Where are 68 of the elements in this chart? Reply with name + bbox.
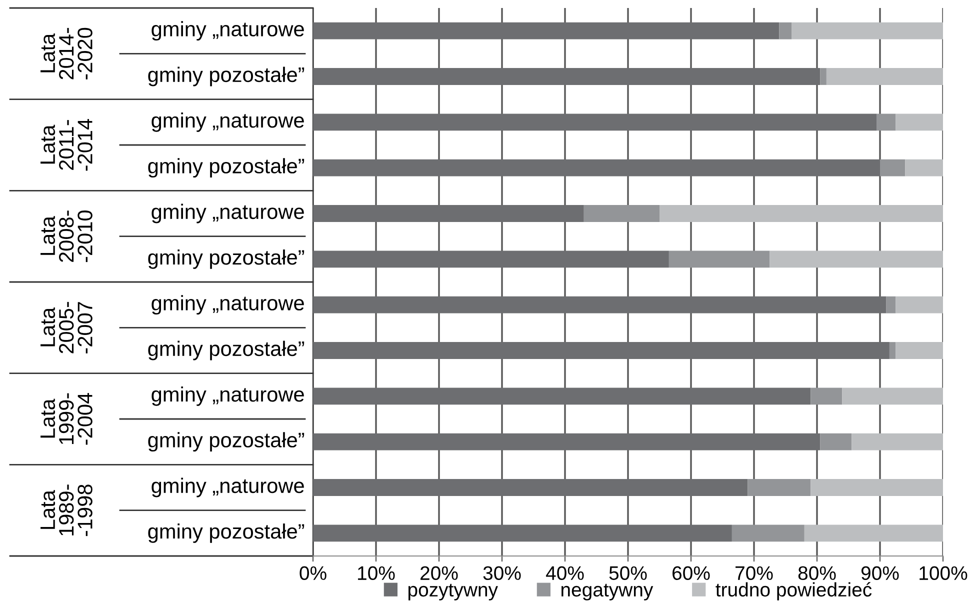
x-tick-label: 20% [420, 566, 458, 580]
bar [876, 114, 896, 131]
x-tick-label: 90% [861, 566, 899, 580]
bar [313, 388, 811, 405]
x-tick-label: 30% [483, 566, 521, 580]
bar [313, 22, 780, 40]
legend-label: trudno powiedzieć [716, 582, 872, 600]
bar [826, 68, 943, 85]
text: Lata 2008- -2010 [40, 210, 92, 262]
bar [313, 205, 584, 222]
y-tick-label: gminy pozostałe” [148, 340, 304, 360]
bar [792, 22, 943, 40]
y-tick-label: gminy „naturowe [152, 204, 304, 224]
bar [748, 479, 811, 496]
x-tick-label: 80% [798, 566, 836, 580]
bar [905, 159, 943, 176]
bar [732, 524, 804, 542]
text: Lata 2014- -2020 [40, 28, 92, 80]
y-tick-label: gminy „naturowe [152, 478, 304, 498]
text: Lata 1999- -2004 [40, 392, 92, 445]
bar [810, 388, 842, 405]
legend-label: pozytywny [408, 584, 498, 600]
bar [313, 250, 669, 268]
bar [820, 68, 826, 85]
bar [313, 296, 886, 314]
bar [313, 433, 820, 450]
bar [889, 342, 896, 359]
y-tick-label: gminy „naturowe [152, 386, 304, 406]
x-tick-label: 10% [358, 566, 395, 580]
bar [820, 433, 852, 450]
bar [896, 342, 943, 359]
bar [770, 250, 943, 268]
bar [804, 524, 943, 542]
bar [896, 296, 943, 314]
text: Lata 2005- -2007 [40, 302, 92, 354]
bar [313, 479, 748, 496]
y-tick-label: gminy pozostałe” [148, 432, 304, 452]
x-tick-label: 70% [736, 566, 773, 580]
y-tick-label: gminy pozostałe” [148, 523, 304, 543]
x-tick-label: 50% [609, 566, 647, 580]
bar [584, 205, 660, 222]
y-tick-label: gminy pozostałe” [148, 66, 304, 86]
x-tick-label: 0% [300, 566, 326, 580]
bar [810, 479, 943, 496]
bar [842, 388, 943, 405]
bar [313, 159, 880, 176]
legend-label: negatywny [562, 584, 654, 600]
x-tick-label: 100% [920, 566, 968, 580]
bar [886, 296, 896, 314]
bar [896, 114, 943, 131]
bar [852, 433, 943, 450]
x-tick-label: 60% [672, 566, 710, 580]
bar [660, 205, 943, 222]
text: Lata 2011- -2014 [40, 118, 92, 171]
bar [668, 250, 770, 268]
x-tick-label: 40% [546, 566, 584, 580]
bar [880, 159, 906, 176]
text: Lata 1989- -1998 [40, 484, 92, 536]
y-tick-label: gminy pozostałe” [148, 249, 304, 269]
y-tick-label: gminy „naturowe [152, 112, 304, 132]
bar [313, 114, 877, 131]
bar [313, 524, 732, 542]
y-tick-label: gminy „naturowe [152, 295, 304, 315]
bar [313, 68, 820, 85]
bar [313, 342, 890, 359]
y-tick-label: gminy pozostałe” [148, 158, 304, 178]
bar [779, 22, 792, 40]
y-tick-label: gminy „naturowe [152, 21, 304, 41]
